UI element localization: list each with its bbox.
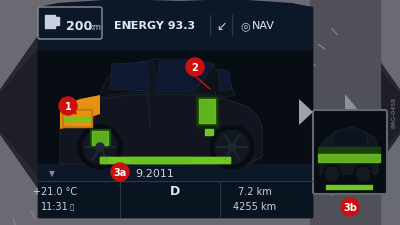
Bar [318,154,380,162]
Bar [100,157,230,163]
FancyBboxPatch shape [313,110,387,194]
Text: 9.2011: 9.2011 [136,168,174,178]
Circle shape [215,130,249,164]
Bar [92,131,108,145]
Text: km: km [88,23,101,32]
Text: 3a: 3a [113,167,127,177]
Bar [130,157,190,163]
Circle shape [83,130,117,164]
Bar [38,181,312,217]
Bar [62,110,92,127]
Polygon shape [38,0,312,52]
Circle shape [111,163,129,181]
Circle shape [78,126,122,169]
Circle shape [341,198,359,216]
Text: 200: 200 [66,19,92,32]
Circle shape [96,143,104,151]
Text: ◎: ◎ [240,21,250,31]
Polygon shape [218,70,232,92]
Circle shape [325,167,339,181]
Circle shape [210,126,254,169]
Polygon shape [110,63,152,92]
Bar [205,129,213,135]
Polygon shape [60,94,262,164]
Polygon shape [60,96,100,129]
Bar [64,117,90,122]
Polygon shape [98,60,235,99]
Bar [318,147,380,153]
Polygon shape [155,62,215,92]
Circle shape [228,143,236,151]
Bar [100,157,107,163]
Bar [150,62,155,92]
FancyBboxPatch shape [38,8,102,40]
Text: D: D [170,185,180,198]
Text: 4255 km: 4255 km [234,201,276,211]
Bar [310,0,380,225]
Bar [38,8,312,217]
Text: ♪: ♪ [126,21,134,31]
Bar [197,98,217,126]
Text: 2: 2 [192,63,198,73]
Circle shape [323,165,341,183]
Bar [326,185,372,189]
Text: NAV: NAV [252,21,274,31]
Circle shape [186,59,204,77]
Polygon shape [299,99,313,126]
Bar [38,52,312,164]
Text: 11:31: 11:31 [41,201,69,211]
Text: ▼: ▼ [49,169,55,178]
Polygon shape [330,127,368,147]
Circle shape [356,167,370,181]
Text: ENERGY 93.3: ENERGY 93.3 [114,21,196,31]
Text: 3b: 3b [343,202,357,212]
Circle shape [59,98,77,115]
Bar [100,157,230,163]
Wedge shape [0,30,93,195]
Wedge shape [0,11,110,214]
Text: +21.0 °C: +21.0 °C [33,186,77,196]
Bar [199,99,215,124]
Text: 🔑: 🔑 [70,203,74,209]
Bar [38,164,312,181]
Bar [64,112,90,126]
Polygon shape [345,94,360,130]
Text: ↙: ↙ [217,19,227,32]
Bar [90,129,110,147]
Polygon shape [195,96,220,129]
Bar [45,16,55,29]
Text: B4G-0458: B4G-0458 [392,97,396,128]
Polygon shape [320,131,378,174]
Bar [38,8,312,52]
Bar [55,18,59,26]
Text: 1: 1 [65,101,71,112]
Bar [68,202,76,209]
Wedge shape [307,30,400,195]
Circle shape [354,165,372,183]
Text: 7.2 km: 7.2 km [238,186,272,196]
Wedge shape [290,11,400,214]
